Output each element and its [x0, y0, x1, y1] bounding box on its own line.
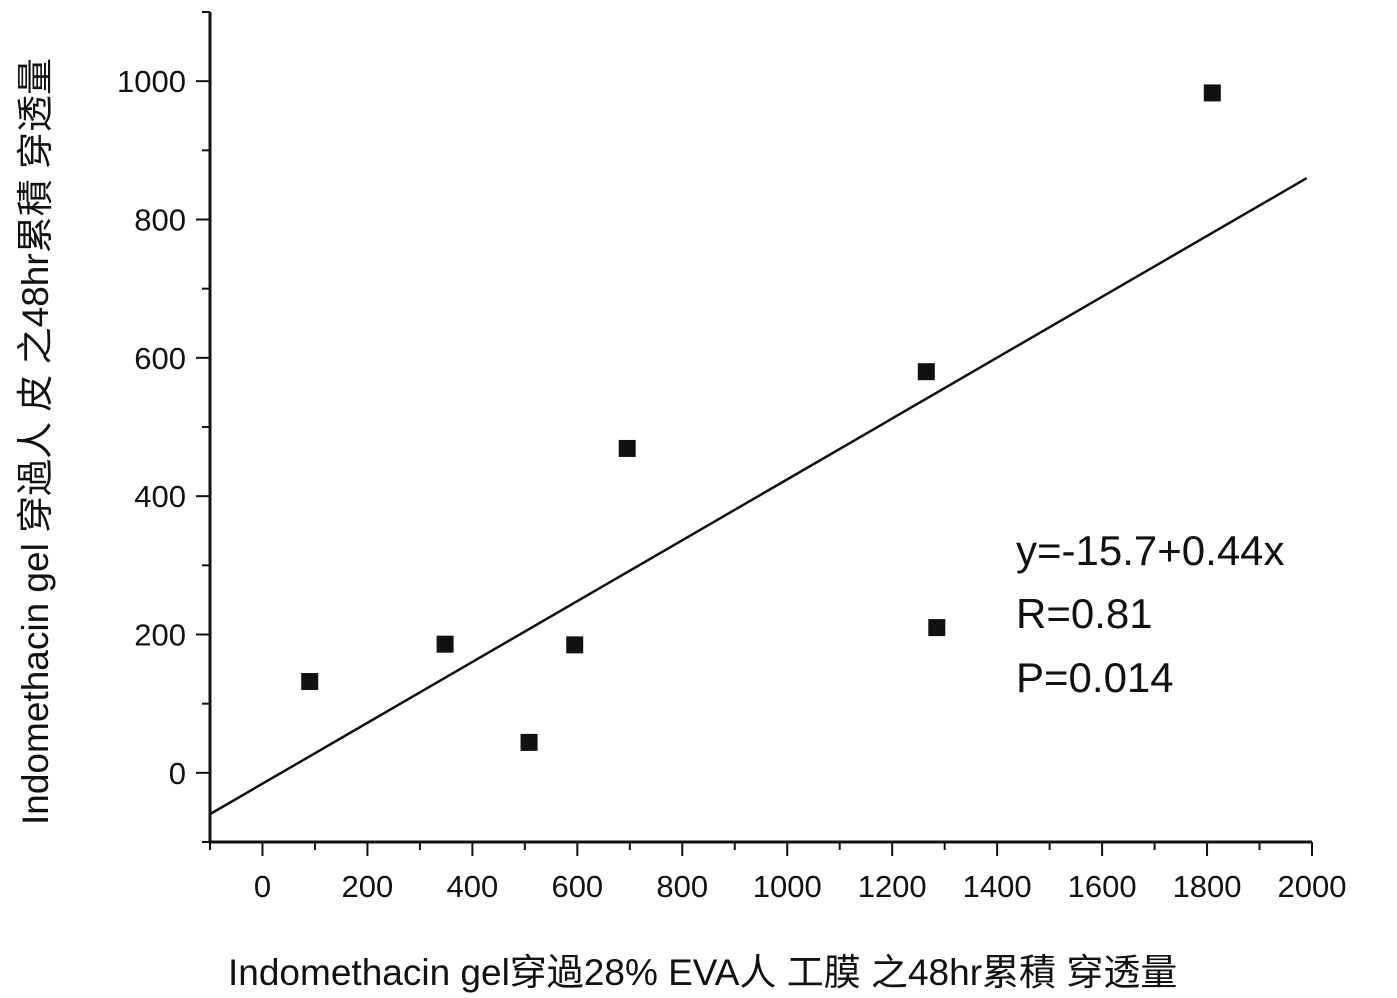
- y-tick-label: 400: [134, 479, 186, 514]
- y-tick-label: 0: [169, 756, 186, 791]
- y-tick-label: 200: [134, 618, 186, 653]
- annotation-layer: y=-15.7+0.44x R=0.81 P=0.014: [1016, 527, 1285, 701]
- data-point: [928, 619, 946, 637]
- x-tick-label: 1800: [1173, 869, 1242, 904]
- points-layer: [301, 84, 1221, 751]
- y-axis-title: Indomethacin gel 穿過人 皮 之48hr累積 穿透量: [15, 58, 56, 825]
- data-point: [917, 363, 935, 381]
- data-point: [520, 733, 538, 751]
- data-point: [566, 636, 584, 654]
- x-tick-label: 400: [447, 869, 499, 904]
- regression-line: [209, 176, 1308, 816]
- x-tick-label: 0: [254, 869, 271, 904]
- y-tick-label: 800: [134, 203, 186, 238]
- x-tick-label: 1600: [1068, 869, 1137, 904]
- x-tick-label: 200: [342, 869, 394, 904]
- data-point: [436, 635, 454, 653]
- regression-equation: y=-15.7+0.44x: [1016, 527, 1285, 574]
- x-tick-label: 2000: [1278, 869, 1347, 904]
- x-tick-label: 800: [656, 869, 708, 904]
- x-tick-label: 1200: [858, 869, 927, 904]
- data-point: [618, 439, 636, 457]
- x-axis-title: Indomethacin gel穿過28% EVA人 工膜 之48hr累積 穿透…: [228, 952, 1177, 993]
- data-point: [301, 673, 319, 691]
- fit-line-layer: [209, 176, 1308, 816]
- x-tick-label: 1000: [753, 869, 822, 904]
- x-tick-label: 600: [551, 869, 603, 904]
- p-value: P=0.014: [1016, 654, 1174, 701]
- x-tick-label: 1400: [963, 869, 1032, 904]
- correlation-coefficient: R=0.81: [1016, 590, 1153, 637]
- axes-layer: 0 200 400 600 800 1000 1200 1400 1600 1800 2000 0 20…: [117, 11, 1347, 904]
- y-tick-label: 600: [134, 341, 186, 376]
- y-tick-label: 1000: [117, 64, 186, 99]
- data-point: [1203, 84, 1221, 102]
